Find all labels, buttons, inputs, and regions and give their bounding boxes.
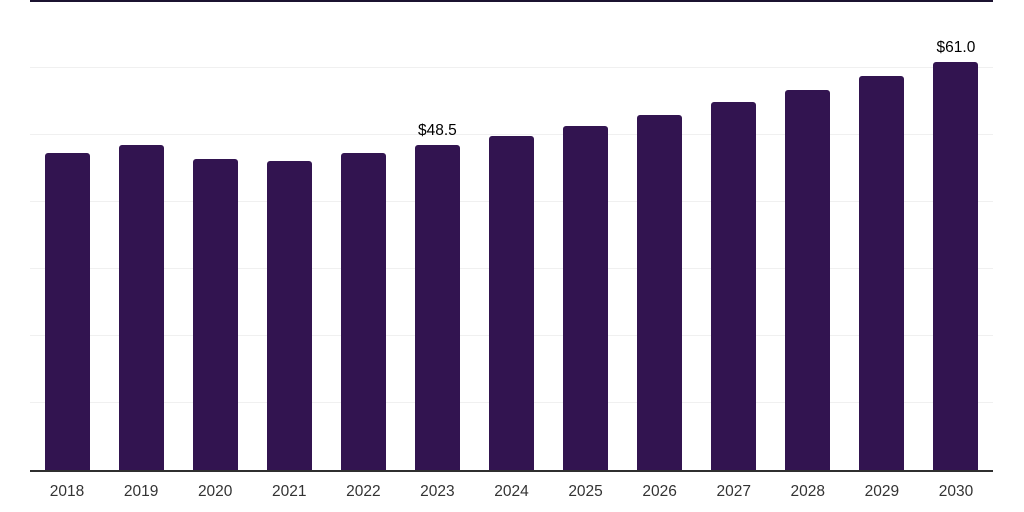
x-tick-label-2029: 2029 bbox=[864, 483, 900, 500]
bar-2029 bbox=[859, 76, 905, 470]
bar-2024 bbox=[489, 135, 534, 470]
bar-2022 bbox=[340, 152, 386, 470]
bar-2023 bbox=[414, 145, 460, 470]
x-tick-label-2021: 2021 bbox=[272, 483, 307, 500]
value-label-2030: $61.0 bbox=[936, 38, 976, 56]
bar-2028 bbox=[785, 90, 831, 470]
x-tick-label-2030: 2030 bbox=[938, 483, 974, 500]
x-tick-label-2026: 2026 bbox=[642, 483, 677, 500]
bar-2020 bbox=[192, 159, 238, 470]
value-label-2023: $48.5 bbox=[418, 122, 457, 140]
x-tick-label-2020: 2020 bbox=[197, 483, 233, 500]
x-axis-labels: 2018 2019 2020 2021 2022 2023 2024 2025 2026 2027… bbox=[30, 480, 993, 504]
x-tick-label-2019: 2019 bbox=[123, 483, 159, 500]
x-tick-label-2028: 2028 bbox=[790, 483, 826, 500]
x-tick-label-2027: 2027 bbox=[716, 483, 751, 500]
bar-2025 bbox=[563, 125, 609, 470]
plot-area: $48.5 $61.0 bbox=[30, 0, 993, 472]
bar-2018 bbox=[44, 153, 90, 470]
bar-2026 bbox=[637, 114, 683, 470]
bar-2021 bbox=[266, 160, 312, 470]
x-tick-label-2024: 2024 bbox=[494, 483, 529, 500]
bar-2019 bbox=[118, 144, 164, 470]
bar-2030 bbox=[933, 61, 979, 470]
x-tick-label-2025: 2025 bbox=[568, 483, 603, 500]
x-tick-label-2023: 2023 bbox=[420, 483, 455, 500]
gridline-60 bbox=[30, 67, 993, 69]
x-tick-label-2022: 2022 bbox=[346, 483, 381, 500]
x-tick-label-2018: 2018 bbox=[49, 483, 85, 500]
bar-2027 bbox=[711, 102, 757, 470]
chart-top-rule bbox=[30, 0, 993, 2]
gridline-50 bbox=[30, 134, 993, 136]
